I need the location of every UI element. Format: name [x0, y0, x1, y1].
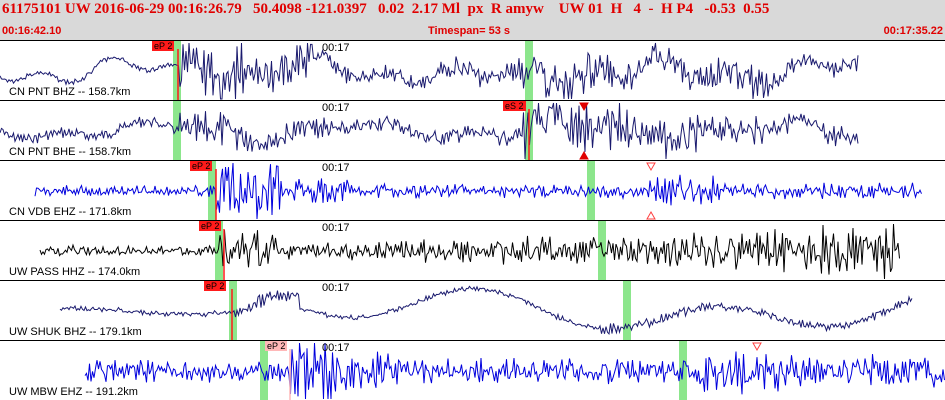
- arrival-triangle-down-icon: [579, 102, 589, 112]
- arrival-triangle-down-icon: [646, 162, 656, 172]
- seismogram-trace: [59, 285, 913, 336]
- station-channel-label: CN PNT BHZ -- 158.7km: [9, 86, 131, 98]
- phase-pick-flag[interactable]: eP 2: [199, 221, 222, 231]
- seismogram-trace: [34, 162, 922, 220]
- theoretical-arrival-marker: [215, 221, 223, 280]
- arrival-triangle-up-icon: [579, 150, 589, 160]
- trace-panel[interactable]: eP 2 00:17 UW MBW EHZ -- 191.2km: [0, 340, 945, 400]
- waveform-canvas[interactable]: [0, 221, 945, 280]
- phase-pick-flag[interactable]: eP 2: [190, 161, 213, 171]
- trace-panel[interactable]: eP 2 00:17 CN PNT BHZ -- 158.7km: [0, 40, 945, 100]
- time-tick-label: 00:17: [322, 102, 350, 114]
- theoretical-arrival-marker: [260, 341, 268, 400]
- theoretical-arrival-marker: [208, 161, 216, 220]
- station-channel-label: CN VDB EHZ -- 171.8km: [9, 206, 132, 218]
- seismogram-trace: [0, 42, 859, 100]
- theoretical-arrival-marker: [229, 281, 237, 340]
- station-channel-label: CN PNT BHE -- 158.7km: [9, 146, 132, 158]
- theoretical-arrival-marker: [173, 41, 181, 100]
- theoretical-arrival-marker: [587, 161, 595, 220]
- trace-panel[interactable]: eP 2 00:17 CN VDB EHZ -- 171.8km: [0, 160, 945, 220]
- theoretical-arrival-marker: [173, 101, 181, 160]
- station-channel-label: UW SHUK BHZ -- 179.1km: [9, 326, 142, 338]
- waveform-canvas[interactable]: [0, 281, 945, 340]
- theoretical-arrival-marker: [623, 281, 631, 340]
- time-tick-label: 00:17: [322, 42, 350, 54]
- theoretical-arrival-marker: [525, 41, 533, 100]
- seismogram-trace: [0, 102, 859, 160]
- timespan-label: Timespan= 53 s: [428, 25, 511, 37]
- phase-pick-flag[interactable]: eP 2: [204, 281, 227, 291]
- seismogram-trace: [39, 223, 900, 280]
- time-tick-label: 00:17: [322, 162, 350, 174]
- seismogram-trace: [84, 342, 945, 400]
- station-channel-label: UW PASS HHZ -- 174.0km: [9, 266, 141, 278]
- phase-pick-flag[interactable]: eP 2: [152, 41, 175, 51]
- start-time: 00:16:42.10: [2, 25, 62, 37]
- time-tick-label: 00:17: [322, 222, 350, 234]
- arrival-triangle-up-icon: [646, 210, 656, 220]
- trace-panel[interactable]: eP 2 00:17 UW PASS HHZ -- 174.0km: [0, 220, 945, 280]
- time-tick-label: 00:17: [322, 342, 350, 354]
- trace-panel[interactable]: eP 2 00:17 UW SHUK BHZ -- 179.1km: [0, 280, 945, 340]
- waveform-canvas[interactable]: [0, 101, 945, 160]
- waveform-canvas[interactable]: [0, 41, 945, 100]
- end-time: 00:17:35.22: [883, 25, 943, 37]
- phase-pick-flag[interactable]: eP 2: [265, 341, 288, 351]
- waveform-canvas[interactable]: [0, 161, 945, 220]
- event-summary: 61175101 UW 2016-06-29 00:16:26.79 50.40…: [2, 1, 770, 17]
- event-header: 61175101 UW 2016-06-29 00:16:26.79 50.40…: [0, 0, 945, 40]
- waveform-canvas[interactable]: [0, 341, 945, 400]
- station-channel-label: UW MBW EHZ -- 191.2km: [9, 386, 138, 398]
- arrival-triangle-down-icon: [752, 342, 762, 352]
- phase-pick-flag[interactable]: eS 2: [503, 101, 526, 111]
- time-tick-label: 00:17: [322, 282, 350, 294]
- trace-panel[interactable]: eS 2 00:17 CN PNT BHE -- 158.7km: [0, 100, 945, 160]
